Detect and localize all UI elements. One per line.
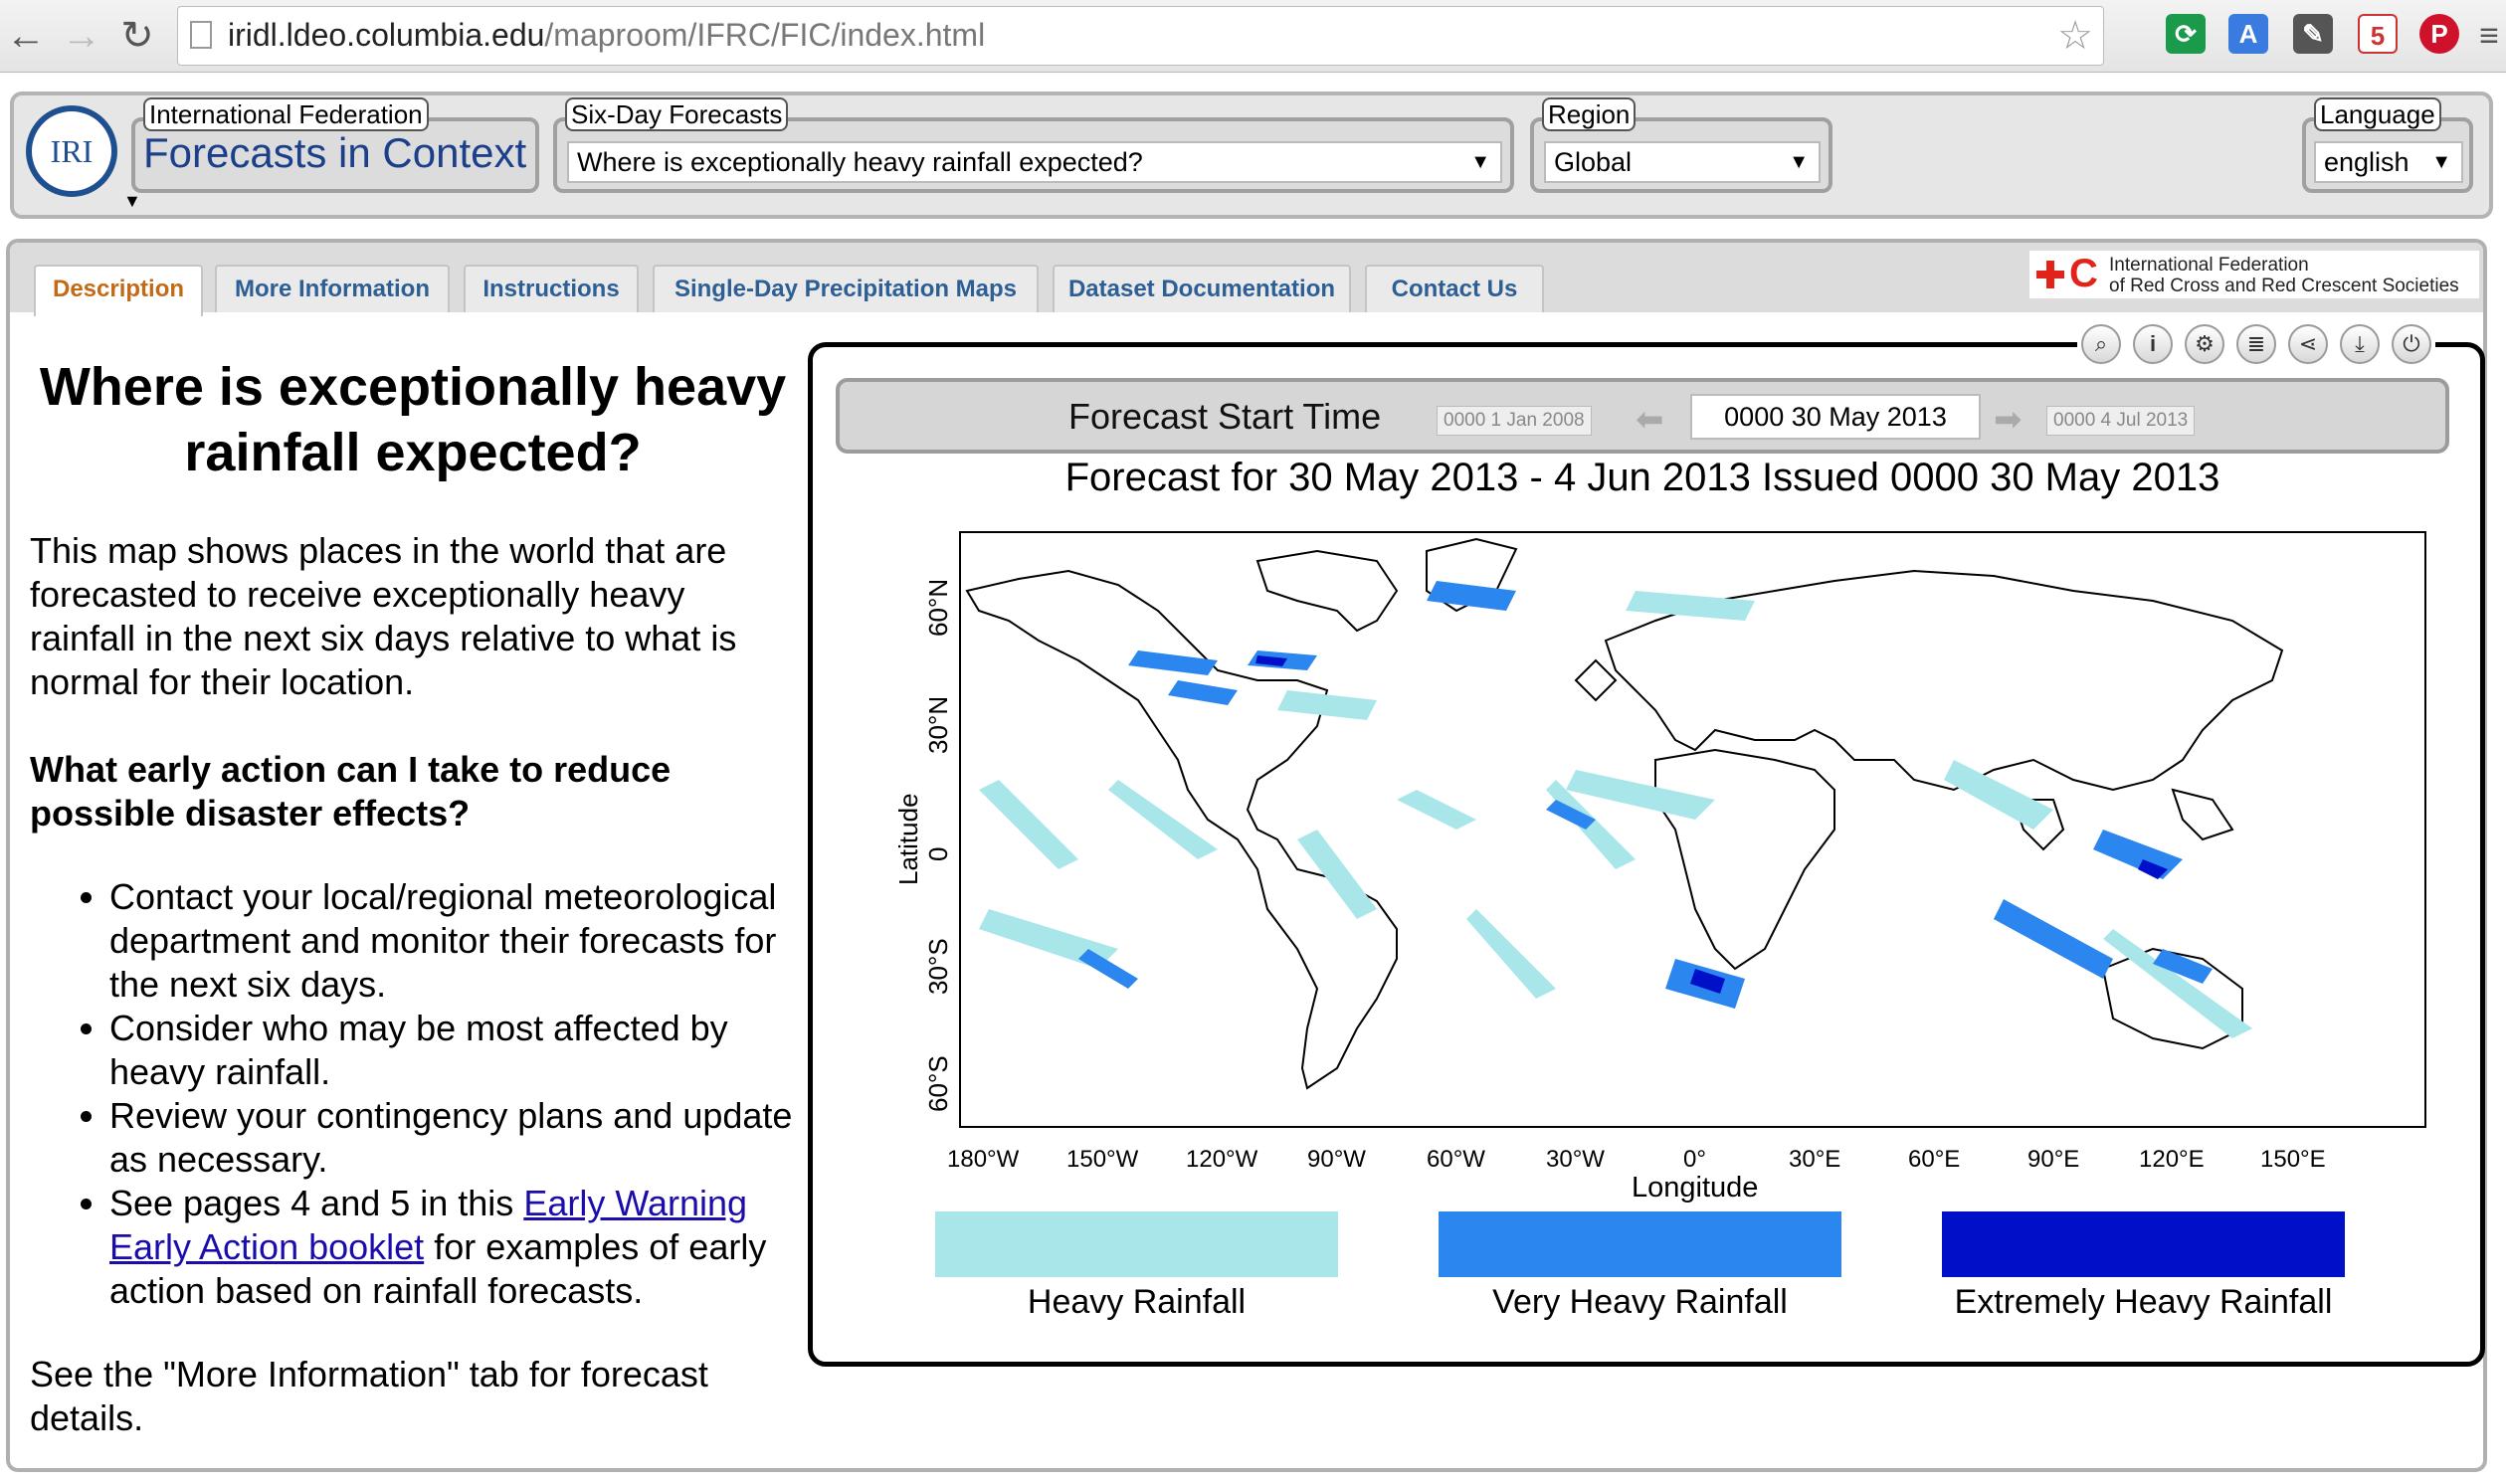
x-axis-label: Longitude	[1632, 1172, 1759, 1204]
chevron-down-icon: ▼	[1789, 151, 1809, 173]
list-item: See pages 4 and 5 in this Early Warning …	[109, 1182, 796, 1313]
list-item: Contact your local/regional meteorologic…	[109, 875, 796, 1007]
menu-icon[interactable]: ≡	[2479, 17, 2499, 55]
reload-icon[interactable]: ↻	[120, 14, 154, 58]
red-cross-icon	[2036, 261, 2064, 288]
tab-instructions[interactable]: Instructions	[464, 265, 639, 312]
iri-logo[interactable]: IRI ▼	[26, 105, 141, 211]
region-legend: Region	[1542, 97, 1637, 131]
next-arrow-icon[interactable]: ➡	[1994, 401, 2023, 439]
url-text[interactable]: iridl.ldeo.columbia.edu/maproom/IFRC/FIC…	[228, 17, 986, 53]
region-group: Region Global ▼	[1530, 97, 1832, 193]
description-content: Where is exceptionally heavy rainfall ex…	[30, 354, 796, 1484]
download-icon[interactable]: ⤓	[2340, 324, 2380, 364]
x-tick-label: 90°W	[1307, 1146, 1366, 1173]
legend-swatch-very-heavy	[1439, 1211, 1841, 1277]
tab-contact-us[interactable]: Contact Us	[1365, 265, 1544, 312]
page-icon	[190, 21, 212, 49]
action-list: Contact your local/regional meteorologic…	[30, 875, 796, 1313]
evernote-extension-icon[interactable]: ✎	[2293, 14, 2333, 54]
y-tick-label: 30°N	[923, 695, 953, 754]
power-icon[interactable]: ⏻	[2392, 324, 2431, 364]
translate-extension-icon[interactable]: A	[2228, 14, 2268, 54]
share-icon[interactable]: ⋖	[2288, 324, 2328, 364]
logo-menu-caret-icon[interactable]: ▼	[123, 191, 141, 211]
y-tick-label: 60°N	[923, 578, 953, 637]
red-crescent-icon: C	[2069, 252, 2098, 295]
legend-swatch-extreme	[1942, 1211, 2345, 1277]
brand-title[interactable]: Forecasts in Context	[143, 129, 527, 176]
last-time-button[interactable]: 0000 4 Jul 2013	[2046, 406, 2196, 436]
forecast-time-bar: Forecast Start Time 0000 1 Jan 2008 ⬅ 00…	[836, 378, 2449, 454]
list-item: Consider who may be most affected by hea…	[109, 1007, 796, 1094]
settings-icon[interactable]: ⚙	[2185, 324, 2224, 364]
y-tick-label: 60°S	[923, 1055, 953, 1112]
forecasts-legend: Six-Day Forecasts	[565, 97, 789, 131]
y-tick-label: 30°S	[923, 938, 953, 995]
zoom-icon[interactable]: ⌕	[2081, 324, 2121, 364]
x-tick-label: 0°	[1683, 1146, 1706, 1173]
early-warning-booklet-link[interactable]: Early Warning Early Action booklet	[109, 1183, 748, 1267]
x-tick-label: 60°W	[1427, 1146, 1485, 1173]
x-tick-label: 120°E	[2139, 1146, 2205, 1173]
info-icon[interactable]: i	[2133, 324, 2173, 364]
brand-group: International Federation Forecasts in Co…	[131, 97, 539, 193]
bookmark-star-icon[interactable]: ☆	[2057, 14, 2093, 58]
current-time-input[interactable]: 0000 30 May 2013	[1690, 394, 1981, 440]
language-select[interactable]: english ▼	[2314, 141, 2463, 183]
language-legend: Language	[2314, 97, 2441, 131]
legend-label: Very Heavy Rainfall	[1492, 1283, 1788, 1321]
back-icon[interactable]: ←	[6, 14, 46, 58]
x-tick-label: 150°E	[2260, 1146, 2326, 1173]
first-time-button[interactable]: 0000 1 Jan 2008	[1437, 406, 1592, 436]
description-intro: This map shows places in the world that …	[30, 530, 737, 702]
forecast-select[interactable]: Where is exceptionally heavy rainfall ex…	[567, 141, 1502, 183]
legend-label: Extremely Heavy Rainfall	[1954, 1283, 2333, 1321]
description-title: Where is exceptionally heavy rainfall ex…	[39, 357, 787, 482]
chevron-down-icon: ▼	[2431, 151, 2451, 173]
org-legend: International Federation	[143, 97, 429, 131]
region-select[interactable]: Global ▼	[1544, 141, 1821, 183]
sync-extension-icon[interactable]: ⟳	[2166, 14, 2206, 54]
tab-description[interactable]: Description	[34, 265, 203, 316]
rainfall-map[interactable]	[959, 531, 2426, 1128]
x-tick-label: 120°W	[1186, 1146, 1258, 1173]
heavy-rainfall-areas	[979, 591, 2252, 1038]
y-tick-label: 0	[923, 846, 953, 861]
x-tick-label: 180°W	[947, 1146, 1020, 1173]
ifrc-text: International Federation of Red Cross and…	[2109, 255, 2459, 296]
x-tick-label: 30°E	[1789, 1146, 1841, 1173]
language-group: Language english ▼	[2302, 97, 2473, 193]
x-tick-label: 30°W	[1546, 1146, 1605, 1173]
browser-toolbar: ← → ↻ iridl.ldeo.columbia.edu/maproom/IF…	[0, 0, 2506, 73]
x-tick-label: 90°E	[2027, 1146, 2080, 1173]
tab-strip: Description More Information Instruction…	[10, 243, 2483, 316]
tab-more-information[interactable]: More Information	[215, 265, 450, 312]
forecasts-group: Six-Day Forecasts Where is exceptionally…	[553, 97, 1514, 193]
tab-dataset-documentation[interactable]: Dataset Documentation	[1053, 265, 1351, 312]
ifrc-logo: C International Federation of Red Cross a…	[2029, 251, 2479, 298]
list-icon[interactable]: ≣	[2236, 324, 2276, 364]
extremely-heavy-rainfall-areas	[1255, 655, 2168, 994]
previous-arrow-icon[interactable]: ⬅	[1636, 401, 1664, 439]
early-action-question: What early action can I take to reduce p…	[30, 749, 672, 834]
list-item: Review your contingency plans and update…	[109, 1094, 796, 1182]
y-axis-label: Latitude	[893, 793, 923, 885]
forecast-start-time-label: Forecast Start Time	[1068, 396, 1382, 437]
notification-badge-icon[interactable]: 5	[2358, 14, 2398, 54]
x-tick-label: 60°E	[1908, 1146, 1961, 1173]
chevron-down-icon: ▼	[1470, 151, 1490, 173]
map-title: Forecast for 30 May 2013 - 4 Jun 2013 Is…	[1064, 456, 2220, 499]
forward-icon[interactable]: →	[62, 14, 101, 58]
address-bar[interactable]: iridl.ldeo.columbia.edu/maproom/IFRC/FIC…	[177, 6, 2104, 66]
legend-swatch-heavy	[935, 1211, 1338, 1277]
pinterest-extension-icon[interactable]: P	[2419, 14, 2459, 54]
x-tick-label: 150°W	[1066, 1146, 1139, 1173]
maproom-header: IRI ▼ International Federation Forecasts …	[10, 92, 2493, 219]
description-footer: See the "More Information" tab for forec…	[30, 1354, 708, 1438]
legend-label: Heavy Rainfall	[1027, 1283, 1247, 1321]
tab-single-day-precipitation-maps[interactable]: Single-Day Precipitation Maps	[653, 265, 1039, 312]
map-toolbar: ⌕ i ⚙ ≣ ⋖ ⤓ ⏻	[2077, 320, 2435, 366]
